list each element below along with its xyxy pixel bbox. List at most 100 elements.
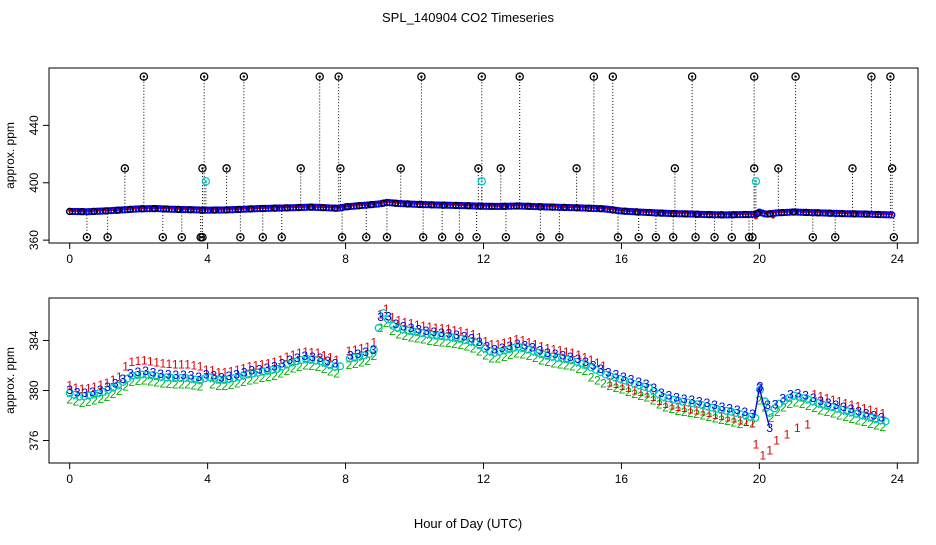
series-1-mark: 1 — [389, 310, 396, 324]
series-2-mark: 2 — [631, 387, 638, 401]
outlier-point — [496, 164, 505, 173]
series-1-mark: 1 — [128, 355, 135, 369]
bottom-y-tick-label: 376 — [27, 430, 41, 450]
outlier-point-center — [399, 167, 402, 170]
series-1-mark: 1 — [753, 437, 760, 451]
series-circle-mark — [809, 397, 818, 406]
series-2-mark: 2 — [277, 367, 284, 381]
series-3-mark: 3 — [317, 351, 324, 365]
series-3-mark: 3 — [89, 385, 96, 399]
series-circle-mark — [109, 383, 118, 392]
outlier-point-center — [123, 167, 127, 170]
series-3-mark: 3 — [195, 370, 202, 384]
outlier-point — [474, 164, 483, 173]
series-3-mark: 3 — [423, 324, 430, 338]
series-1-mark: 1 — [743, 415, 750, 429]
series-1-mark: 1 — [470, 328, 477, 342]
series-1-mark: 1 — [159, 356, 166, 370]
series-2-mark: 2 — [246, 373, 253, 387]
top-x-tick-label: 16 — [615, 252, 629, 266]
series-circle-mark — [99, 387, 108, 396]
black-point — [536, 203, 545, 211]
black-point — [585, 204, 593, 212]
series-2-mark: 2 — [613, 381, 620, 395]
series-1-mark: 1 — [712, 408, 719, 422]
series-1-mark: 1 — [395, 314, 402, 328]
series-2-mark: 2 — [681, 405, 688, 419]
series-1-mark: 1 — [718, 409, 725, 423]
black-point — [488, 202, 496, 211]
series-circle-mark — [500, 346, 509, 355]
top-x-tick-label: 12 — [477, 252, 491, 266]
outlier-point — [103, 233, 112, 242]
outlier-point-center — [851, 167, 854, 170]
black-point — [295, 203, 303, 212]
bottom-y-tick-label: 384 — [27, 330, 41, 350]
series-circle-mark — [249, 369, 258, 378]
series-circle-mark — [224, 375, 234, 384]
series-2-mark: 2 — [551, 356, 558, 370]
series-circle-mark — [736, 410, 745, 419]
series-1-mark: 1 — [830, 393, 837, 407]
series-3-mark: 3 — [757, 380, 764, 394]
series-1-mark: 1 — [532, 337, 539, 351]
series-2-mark: 2 — [687, 406, 694, 420]
black-point — [657, 209, 665, 217]
series-circle-mark — [582, 361, 591, 370]
series-2-mark: 2 — [637, 389, 644, 403]
series-1-mark: 1 — [538, 340, 545, 354]
outlier-point — [808, 233, 818, 242]
series-2-mark: 2 — [848, 412, 855, 426]
series-circle-mark — [418, 329, 427, 338]
black-point — [669, 209, 677, 218]
series-circle-mark — [509, 343, 518, 352]
black-point — [609, 206, 617, 214]
series-1-mark: 1 — [290, 348, 297, 362]
series-circle-mark — [244, 370, 253, 379]
outlier-point-center — [161, 236, 164, 239]
series-circle-mark — [157, 372, 166, 381]
series-circle-mark — [384, 315, 393, 324]
outlier-point-center — [225, 167, 228, 170]
outlier-point — [437, 233, 447, 242]
black-point — [705, 210, 714, 219]
series-3-mark: 3 — [491, 343, 498, 357]
series-3-mark: 3 — [840, 400, 847, 414]
series-1-mark: 1 — [873, 405, 880, 419]
outlier-point-center — [654, 236, 658, 239]
series-circle-mark — [422, 329, 431, 339]
series-2-mark: 2 — [79, 396, 86, 410]
outlier-point-center — [340, 236, 344, 239]
series-2-mark: 2 — [73, 395, 80, 409]
top-y-axis-label: approx. ppm — [3, 122, 17, 189]
series-circle-mark — [104, 385, 113, 394]
series-3-mark: 3 — [157, 367, 164, 381]
series-2-mark: 2 — [265, 370, 272, 384]
bottom-x-tick-label: 24 — [891, 472, 905, 486]
series-2-mark: 2 — [644, 390, 651, 404]
series-2-mark: 2 — [271, 369, 278, 383]
series-1-mark: 1 — [197, 360, 204, 374]
series-circle-mark — [447, 333, 456, 342]
series-2-mark: 2 — [234, 377, 241, 391]
series-circle-mark — [504, 345, 514, 354]
series-circle-mark — [191, 375, 200, 384]
series-2-mark: 2 — [675, 404, 682, 418]
series-2-mark: 2 — [290, 362, 297, 376]
outlier-point — [691, 233, 700, 242]
series-3-mark: 3 — [651, 381, 658, 395]
series-1-mark: 1 — [693, 403, 700, 417]
series-2-mark: 2 — [135, 374, 142, 388]
series-1-mark: 1 — [141, 354, 148, 368]
top-x-tick-label: 4 — [204, 252, 211, 266]
series-2-mark: 2 — [724, 414, 731, 428]
series-1-mark: 1 — [222, 365, 229, 379]
black-point — [271, 204, 279, 212]
series-circle-mark — [635, 381, 644, 390]
outlier-point — [139, 72, 149, 81]
series-1-mark: 1 — [519, 334, 526, 348]
series-circle-mark — [393, 323, 403, 332]
series-2-mark: 2 — [445, 336, 452, 350]
series-1-mark: 1 — [482, 335, 489, 349]
